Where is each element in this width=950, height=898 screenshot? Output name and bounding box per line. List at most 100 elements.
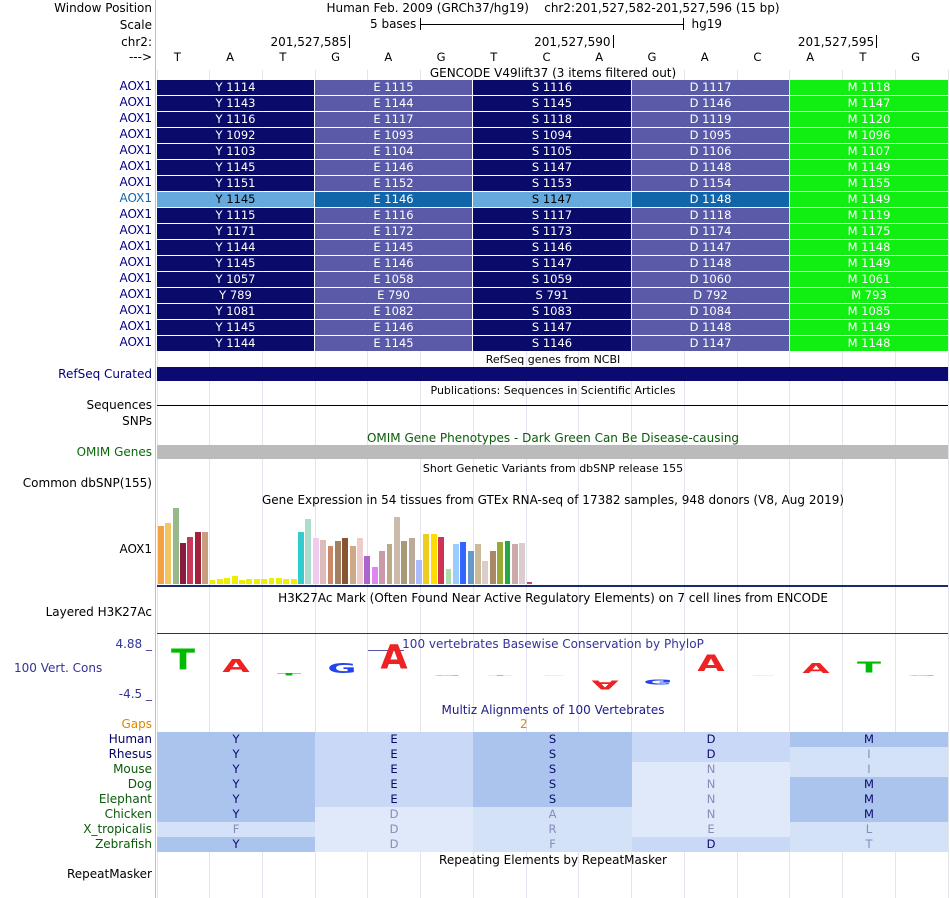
codon-cell[interactable]: M 1149 <box>790 160 948 175</box>
gtex-tissue-bar[interactable] <box>423 533 430 584</box>
codon-cell[interactable]: D 1084 <box>632 304 789 319</box>
refseq-track-label[interactable]: RefSeq Curated <box>58 367 152 381</box>
codon-cell[interactable]: Y 1151 <box>157 176 314 191</box>
codon-cell[interactable]: M 1107 <box>790 144 948 159</box>
codon-cell[interactable]: D 1148 <box>632 160 789 175</box>
codon-cell[interactable]: D 1148 <box>632 320 789 335</box>
h3k27ac-track-label[interactable]: Layered H3K27Ac <box>45 605 152 619</box>
omim-gene-bar[interactable] <box>157 445 948 459</box>
gtex-tissue-bar[interactable] <box>357 538 363 584</box>
gtex-tissue-bar[interactable] <box>165 523 172 584</box>
gtex-tissue-bar[interactable] <box>445 568 452 584</box>
codon-cell[interactable]: M 1148 <box>790 240 948 255</box>
codon-cell[interactable]: M 1096 <box>790 128 948 143</box>
species-label[interactable]: Elephant <box>98 792 152 806</box>
gtex-tissue-bar[interactable] <box>408 538 415 584</box>
codon-cell[interactable]: D 1095 <box>632 128 789 143</box>
gencode-transcript-label[interactable]: AOX1 <box>119 143 152 157</box>
codon-cell[interactable]: M 1155 <box>790 176 948 191</box>
gtex-tissue-bar[interactable] <box>497 542 503 584</box>
gtex-tissue-bar[interactable] <box>216 579 223 584</box>
codon-cell[interactable]: E 1144 <box>315 96 472 111</box>
codon-cell[interactable]: D 1119 <box>632 112 789 127</box>
gtex-tissue-bar[interactable] <box>438 536 445 584</box>
gtex-tissue-bar[interactable] <box>246 578 253 584</box>
codon-cell[interactable]: D 1174 <box>632 224 789 239</box>
gtex-tissue-bar[interactable] <box>452 544 459 584</box>
codon-cell[interactable]: E 1116 <box>315 208 472 223</box>
codon-cell[interactable]: M 1085 <box>790 304 948 319</box>
gtex-tissue-bar[interactable] <box>320 539 327 584</box>
gtex-tissue-bar[interactable] <box>172 508 179 584</box>
gtex-tissue-bar[interactable] <box>312 537 319 584</box>
codon-cell[interactable]: D 1147 <box>632 240 789 255</box>
gtex-tissue-bar[interactable] <box>371 567 378 584</box>
gtex-tissue-bar[interactable] <box>224 577 231 584</box>
cons-track-label[interactable]: 100 Vert. Cons <box>14 661 103 675</box>
codon-cell[interactable]: M 1061 <box>790 272 948 287</box>
gtex-tissue-bar[interactable] <box>334 541 341 584</box>
gtex-tissue-bar[interactable] <box>511 544 518 584</box>
species-label[interactable]: Chicken <box>104 807 152 821</box>
codon-cell[interactable]: M 1175 <box>790 224 948 239</box>
gtex-tissue-bar[interactable] <box>379 551 386 584</box>
gencode-transcript-label[interactable]: AOX1 <box>119 255 152 269</box>
codon-cell[interactable]: Y 1145 <box>157 192 314 207</box>
codon-cell[interactable]: M 1149 <box>790 320 948 335</box>
gtex-tissue-bar[interactable] <box>327 546 334 584</box>
codon-cell[interactable]: M 1119 <box>790 208 948 223</box>
codon-cell[interactable]: M 1149 <box>790 192 948 207</box>
codon-cell[interactable]: S 1147 <box>473 160 631 175</box>
species-label[interactable]: Zebrafish <box>95 837 152 851</box>
codon-cell[interactable]: S 1147 <box>473 320 631 335</box>
codon-cell[interactable]: S 1147 <box>473 256 631 271</box>
codon-cell[interactable]: Y 1145 <box>157 256 314 271</box>
gtex-tissue-bar[interactable] <box>158 526 164 584</box>
species-label[interactable]: X_tropicalis <box>83 822 152 836</box>
gencode-transcript-label[interactable]: AOX1 <box>119 271 152 285</box>
codon-cell[interactable]: Y 1081 <box>157 304 314 319</box>
gtex-tissue-bar[interactable] <box>239 580 245 584</box>
gencode-transcript-label[interactable]: AOX1 <box>119 127 152 141</box>
codon-cell[interactable]: S 1173 <box>473 224 631 239</box>
gtex-track-label[interactable]: AOX1 <box>119 542 152 556</box>
gencode-transcript-label[interactable]: AOX1 <box>119 79 152 93</box>
gencode-transcript-label[interactable]: AOX1 <box>119 335 152 349</box>
codon-cell[interactable]: E 1152 <box>315 176 472 191</box>
species-label[interactable]: Dog <box>127 777 152 791</box>
codon-cell[interactable]: Y 1116 <box>157 112 314 127</box>
codon-cell[interactable]: D 792 <box>632 288 789 303</box>
codon-cell[interactable]: S 1147 <box>473 192 631 207</box>
refseq-gene-bar[interactable] <box>157 367 948 381</box>
gtex-tissue-bar[interactable] <box>489 550 496 584</box>
codon-cell[interactable]: E 1093 <box>315 128 472 143</box>
codon-cell[interactable]: E 790 <box>315 288 472 303</box>
gtex-tissue-bar[interactable] <box>283 579 290 584</box>
codon-cell[interactable]: S 1059 <box>473 272 631 287</box>
gtex-bar-chart[interactable] <box>157 508 533 584</box>
codon-cell[interactable]: Y 1171 <box>157 224 314 239</box>
codon-cell[interactable]: M 1118 <box>790 80 948 95</box>
gtex-tissue-bar[interactable] <box>305 519 312 584</box>
codon-cell[interactable]: Y 1145 <box>157 320 314 335</box>
codon-cell[interactable]: S 1105 <box>473 144 631 159</box>
codon-cell[interactable]: Y 1114 <box>157 80 314 95</box>
codon-cell[interactable]: Y 1145 <box>157 160 314 175</box>
species-label[interactable]: Human <box>108 732 152 746</box>
repeatmasker-track-label[interactable]: RepeatMasker <box>66 867 152 881</box>
codon-cell[interactable]: S 1094 <box>473 128 631 143</box>
snps-track-label[interactable]: SNPs <box>122 414 152 428</box>
codon-cell[interactable]: S 1146 <box>473 336 631 351</box>
codon-cell[interactable]: M 1120 <box>790 112 948 127</box>
species-label[interactable]: Rhesus <box>108 747 152 761</box>
gtex-tissue-bar[interactable] <box>298 532 304 584</box>
codon-cell[interactable]: E 1146 <box>315 320 472 335</box>
gencode-transcript-label[interactable]: AOX1 <box>119 303 152 317</box>
codon-cell[interactable]: E 1115 <box>315 80 472 95</box>
gtex-tissue-bar[interactable] <box>268 577 275 584</box>
codon-cell[interactable]: S 1145 <box>473 96 631 111</box>
gtex-tissue-bar[interactable] <box>393 517 400 584</box>
gtex-tissue-bar[interactable] <box>342 538 349 584</box>
codon-cell[interactable]: E 1104 <box>315 144 472 159</box>
codon-cell[interactable]: E 1117 <box>315 112 472 127</box>
